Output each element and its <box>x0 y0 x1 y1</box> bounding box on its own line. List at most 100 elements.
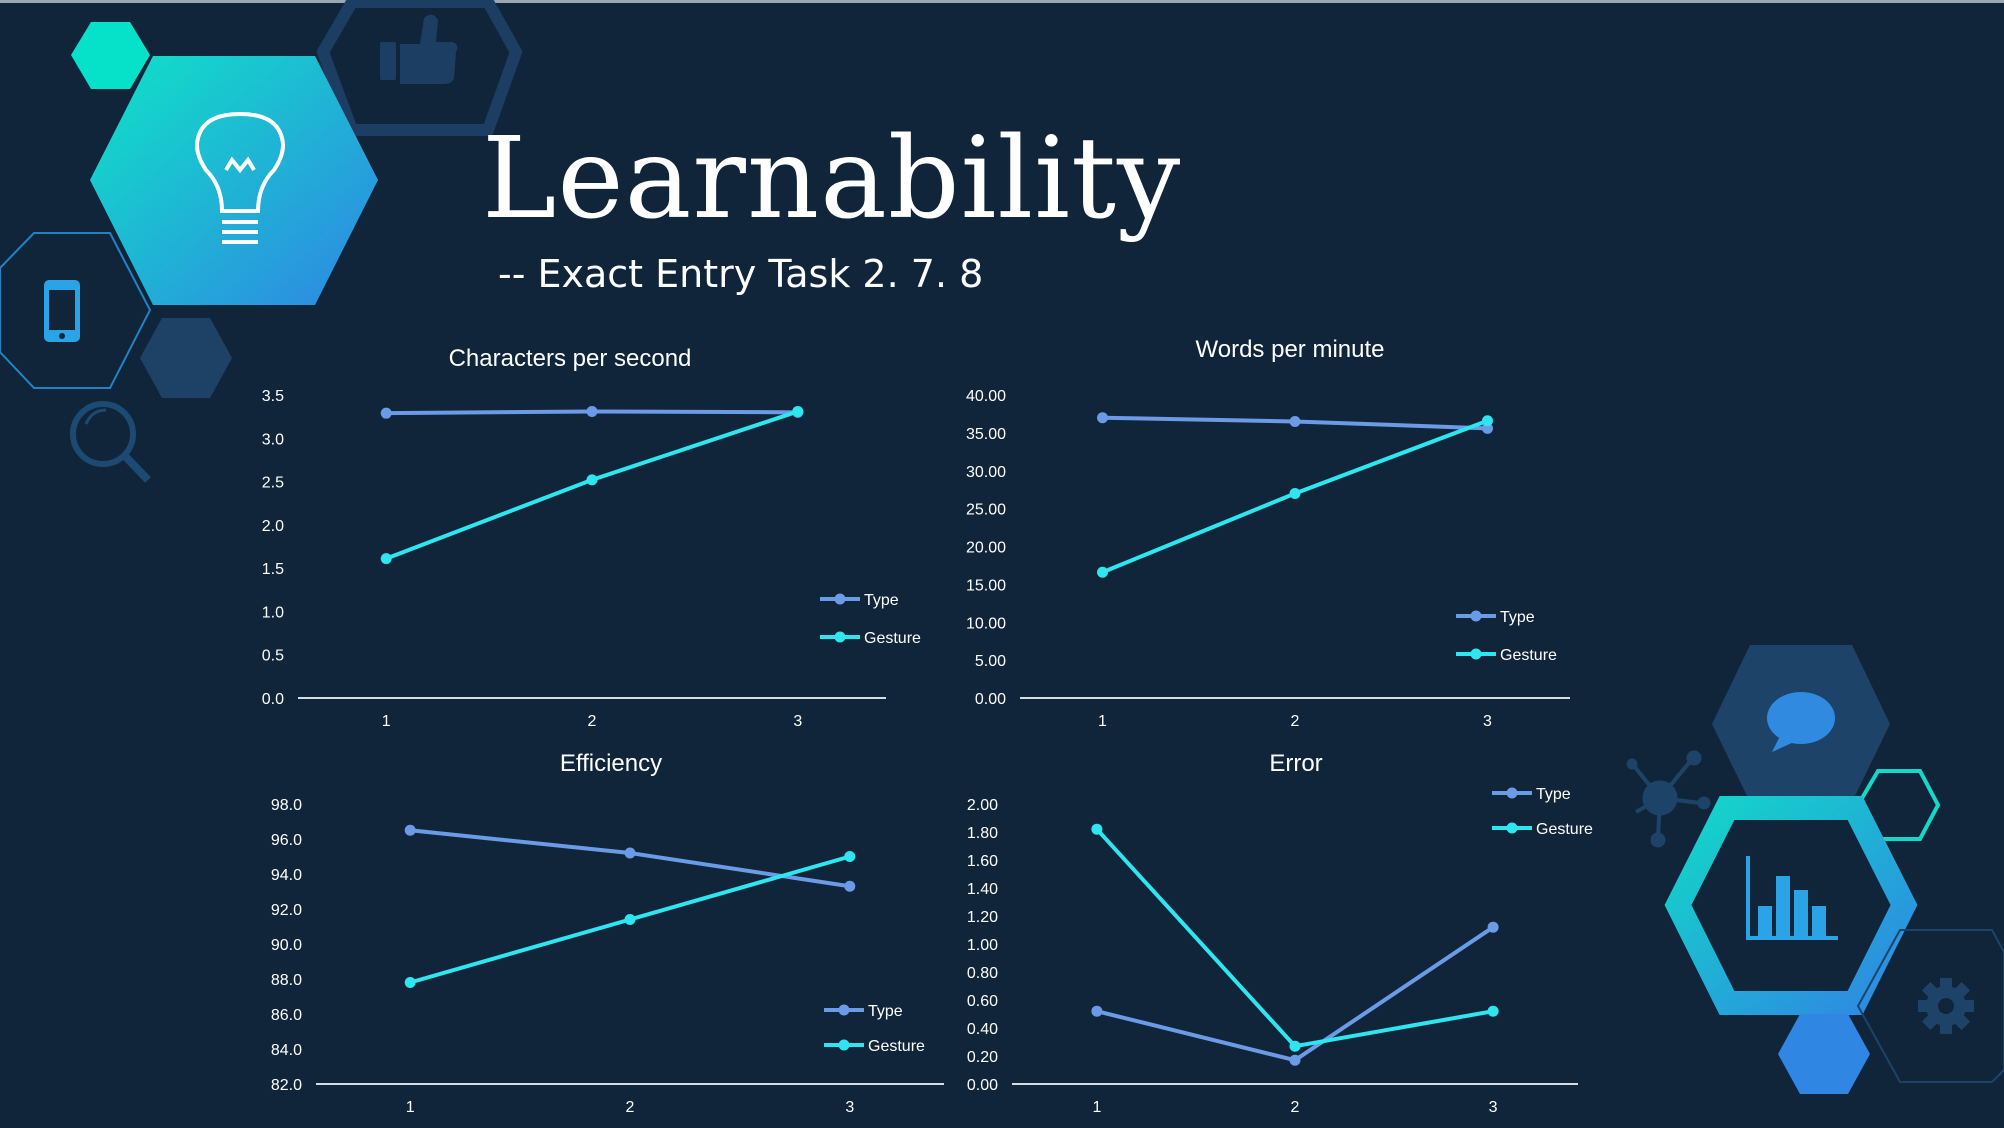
legend-label-gesture: Gesture <box>1536 821 1593 838</box>
bar-chart-icon <box>1746 856 1838 940</box>
y-tick-label: 40.00 <box>966 388 1006 405</box>
legend-label-type: Type <box>1500 609 1535 626</box>
data-point-type <box>1097 412 1108 424</box>
legend-label-type: Type <box>1536 786 1571 803</box>
data-point-type <box>586 405 598 417</box>
chart-words-per-minute: Words per minute 0.00 5.00 10.00 15.00 20.00 2… <box>966 330 1608 740</box>
legend-marker-type <box>834 593 846 605</box>
y-tick-label: 0.00 <box>967 1077 998 1094</box>
y-tick-label: 10.00 <box>966 615 1006 632</box>
y-tick-label: 0.80 <box>967 965 998 982</box>
legend-label-type: Type <box>864 592 899 609</box>
y-tick-label: 0.5 <box>262 648 284 665</box>
chart-efficiency: Efficiency 82.0 84.0 86.0 88.0 90.0 92.0 94.0 96… <box>250 746 970 1116</box>
y-tick-label: 15.00 <box>966 577 1006 594</box>
data-point-gesture <box>404 977 416 988</box>
data-point-gesture <box>1487 1005 1499 1017</box>
y-tick-label: 3.5 <box>262 388 284 405</box>
x-tick-label: 1 <box>1092 1099 1101 1116</box>
chart-svg: Words per minute 0.00 5.00 10.00 15.00 20.00 2… <box>966 336 1570 730</box>
chart-svg: Error 0.00 0.20 0.40 0.60 0.80 1.00 1.20 1.40 1.6… <box>967 750 1593 1116</box>
data-point-type <box>624 847 636 859</box>
data-point-type <box>1289 416 1301 428</box>
chat-bubble-icon <box>1767 692 1835 752</box>
top-border <box>0 0 2004 3</box>
data-point-gesture <box>586 474 598 486</box>
data-point-gesture <box>844 851 856 862</box>
series-line-type <box>1096 925 1495 1063</box>
y-tick-label: 2.0 <box>262 518 284 535</box>
chart-title: Error <box>1269 750 1322 777</box>
lightbulb-hexagon <box>90 56 378 305</box>
legend-marker-gesture <box>1506 822 1518 834</box>
legend-marker-type <box>838 1004 850 1016</box>
y-tick-label: 90.0 <box>271 937 302 954</box>
data-point-gesture <box>380 553 392 565</box>
legend-marker-gesture <box>834 631 846 643</box>
data-point-type <box>1091 1005 1103 1017</box>
data-point-gesture <box>1289 487 1301 499</box>
y-tick-label: 92.0 <box>271 902 302 919</box>
data-point-type <box>404 824 416 836</box>
small-teal-hexagon <box>71 22 150 89</box>
legend-label-gesture: Gesture <box>1500 647 1557 664</box>
legend-label-gesture: Gesture <box>864 630 921 647</box>
gear-hexagon <box>1856 929 2004 1083</box>
data-point-gesture <box>624 914 636 925</box>
data-point-type <box>844 880 856 892</box>
legend-label-type: Type <box>868 1003 903 1020</box>
y-tick-label: 98.0 <box>271 797 302 814</box>
y-tick-label: 35.00 <box>966 426 1006 443</box>
x-tick-label: 2 <box>626 1099 635 1116</box>
y-tick-label: 86.0 <box>271 1007 302 1024</box>
chart-svg: Efficiency 82.0 84.0 86.0 88.0 90.0 92.0 94.0 96… <box>271 750 944 1116</box>
data-point-gesture <box>1289 1040 1301 1052</box>
data-point-type <box>1482 422 1493 434</box>
chart-title: Characters per second <box>449 345 692 372</box>
y-tick-label: 20.00 <box>966 540 1006 557</box>
x-tick-label: 3 <box>793 713 802 730</box>
blue-hexagon <box>1778 1014 1870 1094</box>
y-tick-label: 94.0 <box>271 867 302 884</box>
legend-label-gesture: Gesture <box>868 1038 925 1055</box>
y-tick-label: 1.5 <box>262 561 284 578</box>
y-tick-label: 1.60 <box>967 853 998 870</box>
legend-marker-type <box>1470 610 1482 622</box>
phone-hexagon <box>0 232 152 389</box>
data-point-gesture <box>1091 823 1103 835</box>
data-point-gesture <box>1482 415 1493 427</box>
x-tick-label: 2 <box>1291 713 1300 730</box>
y-tick-label: 0.20 <box>967 1049 998 1066</box>
x-tick-label: 2 <box>588 713 597 730</box>
data-point-type <box>380 407 392 419</box>
x-tick-label: 3 <box>845 1099 854 1116</box>
y-tick-label: 1.40 <box>967 881 998 898</box>
y-tick-label: 1.00 <box>967 937 998 954</box>
y-tick-label: 1.80 <box>967 825 998 842</box>
chart-svg: Characters per second 0.0 0.5 1.0 1.5 2.0 2.5 3… <box>262 345 921 730</box>
y-tick-label: 0.00 <box>975 691 1006 708</box>
x-tick-label: 3 <box>1489 1099 1498 1116</box>
chart-title: Words per minute <box>1196 336 1385 363</box>
data-point-type <box>1289 1054 1301 1066</box>
search-icon <box>70 401 151 483</box>
y-tick-label: 82.0 <box>271 1077 302 1094</box>
y-tick-label: 84.0 <box>271 1042 302 1059</box>
bar-chart-hexagon <box>1664 796 1918 1015</box>
y-tick-label: 1.0 <box>262 604 284 621</box>
chart-title: Efficiency <box>560 750 662 777</box>
y-tick-label: 2.5 <box>262 475 284 492</box>
y-tick-label: 30.00 <box>966 464 1006 481</box>
y-tick-label: 1.20 <box>967 909 998 926</box>
network-icon <box>1626 750 1711 848</box>
slide-subtitle: -- Exact Entry Task 2. 7. 8 <box>498 252 984 296</box>
legend-marker-gesture <box>838 1039 850 1051</box>
data-point-type <box>1487 921 1499 933</box>
chart-error: Error 0.00 0.20 0.40 0.60 0.80 1.00 1.20 1.40 1.6… <box>967 746 1628 1116</box>
x-tick-label: 1 <box>406 1099 415 1116</box>
series-line-gesture <box>1095 827 1494 1049</box>
lightbulb-icon <box>195 111 285 244</box>
chart-characters-per-second: Characters per second 0.0 0.5 1.0 1.5 2.0 2.5 3… <box>250 330 970 740</box>
x-tick-label: 2 <box>1291 1099 1300 1116</box>
